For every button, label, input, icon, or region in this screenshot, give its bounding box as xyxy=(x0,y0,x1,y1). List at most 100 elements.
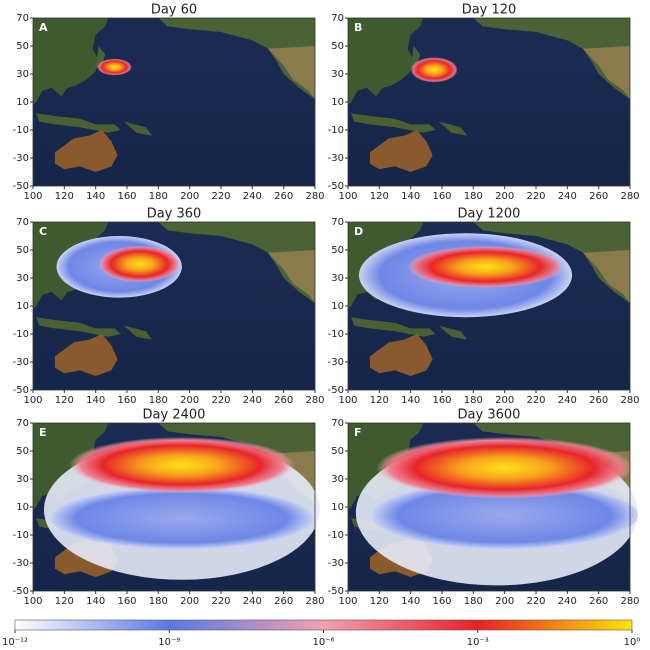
y-tick-label: -10 xyxy=(328,125,344,136)
y-tick-label: 10 xyxy=(331,301,344,312)
x-tick-label: 120 xyxy=(370,191,389,202)
x-tick-label: 220 xyxy=(211,395,230,406)
x-tick-label: 240 xyxy=(558,596,577,607)
x-tick-label: 280 xyxy=(620,191,639,202)
x-tick-label: 120 xyxy=(55,596,74,607)
x-tick-label: 160 xyxy=(117,596,136,607)
panel-title: Day 360 xyxy=(147,207,202,222)
x-tick-label: 200 xyxy=(495,395,514,406)
y-tick-label: -50 xyxy=(328,385,344,396)
x-tick-label: 200 xyxy=(180,395,199,406)
x-tick-label: 280 xyxy=(620,596,639,607)
x-tick-label: 160 xyxy=(432,395,451,406)
map-panel: Day 360 C 100 120 140 160 180 200 220 240 260 280 -5… xyxy=(13,207,325,407)
x-tick-label: 220 xyxy=(526,395,545,406)
x-tick-label: 120 xyxy=(370,596,389,607)
y-tick-label: 50 xyxy=(16,41,29,52)
x-tick-label: 260 xyxy=(589,395,608,406)
y-tick-label: -50 xyxy=(13,181,29,192)
x-tick-label: 160 xyxy=(117,191,136,202)
x-tick-label: 120 xyxy=(55,191,74,202)
y-tick-label: 70 xyxy=(331,418,344,429)
plume-core xyxy=(69,437,295,493)
colorbar-tick-label: 10⁰ xyxy=(624,637,641,648)
y-tick-label: 30 xyxy=(331,474,344,485)
y-tick-label: 10 xyxy=(16,97,29,108)
x-tick-label: 140 xyxy=(401,191,420,202)
panel-letter: B xyxy=(354,21,362,34)
x-tick-label: 220 xyxy=(526,191,545,202)
y-tick-label: 30 xyxy=(16,69,29,80)
x-tick-label: 160 xyxy=(117,395,136,406)
plume-core xyxy=(98,245,181,283)
y-tick-label: -30 xyxy=(13,357,29,368)
y-tick-label: -50 xyxy=(328,181,344,192)
x-tick-label: 240 xyxy=(243,596,262,607)
y-tick-label: 70 xyxy=(16,418,29,429)
x-tick-label: 100 xyxy=(338,596,357,607)
x-tick-label: 280 xyxy=(620,395,639,406)
y-tick-label: 70 xyxy=(16,13,29,24)
x-tick-label: 260 xyxy=(274,395,293,406)
x-tick-label: 180 xyxy=(464,191,483,202)
x-tick-label: 280 xyxy=(305,395,324,406)
x-tick-label: 240 xyxy=(243,395,262,406)
x-tick-label: 200 xyxy=(180,596,199,607)
panel-title: Day 2400 xyxy=(143,408,206,423)
y-tick-label: 10 xyxy=(331,502,344,513)
y-tick-label: 50 xyxy=(331,446,344,457)
y-tick-label: -30 xyxy=(13,153,29,164)
x-tick-label: 180 xyxy=(464,395,483,406)
colorbar-tick-label: 10⁻⁶ xyxy=(312,637,334,648)
panel-title: Day 60 xyxy=(151,3,197,18)
panel-letter: F xyxy=(354,426,362,439)
x-tick-label: 120 xyxy=(55,395,74,406)
y-tick-label: -10 xyxy=(13,530,29,541)
map-content xyxy=(33,222,315,376)
x-tick-label: 240 xyxy=(558,191,577,202)
x-tick-label: 220 xyxy=(211,596,230,607)
y-tick-label: -10 xyxy=(328,329,344,340)
x-tick-label: 260 xyxy=(589,596,608,607)
panel-title: Day 120 xyxy=(462,3,517,18)
y-tick-label: 30 xyxy=(331,273,344,284)
map-panel: Day 2400 E 100 120 140 160 180 200 220 240 260 280 -… xyxy=(13,408,325,608)
y-tick-label: -30 xyxy=(13,558,29,569)
panel-title: Day 1200 xyxy=(458,207,521,222)
x-tick-label: 160 xyxy=(432,191,451,202)
plume-core xyxy=(376,437,634,499)
x-tick-label: 280 xyxy=(305,191,324,202)
y-tick-label: -50 xyxy=(13,586,29,597)
y-tick-label: -10 xyxy=(328,530,344,541)
x-tick-label: 140 xyxy=(86,596,105,607)
map-content xyxy=(33,18,315,172)
map-panel: Day 3600 F 100 120 140 160 180 200 220 240 260 280 -… xyxy=(328,408,640,608)
panel-letter: A xyxy=(39,21,48,34)
map-content xyxy=(33,423,320,580)
x-tick-label: 260 xyxy=(274,596,293,607)
x-tick-label: 100 xyxy=(23,596,42,607)
x-tick-label: 140 xyxy=(401,596,420,607)
x-tick-label: 100 xyxy=(338,395,357,406)
x-tick-label: 180 xyxy=(149,191,168,202)
panel-title: Day 3600 xyxy=(458,408,521,423)
x-tick-label: 100 xyxy=(23,395,42,406)
x-tick-label: 220 xyxy=(211,191,230,202)
x-tick-label: 120 xyxy=(370,395,389,406)
x-tick-label: 180 xyxy=(464,596,483,607)
x-tick-label: 200 xyxy=(495,596,514,607)
map-content xyxy=(348,222,630,376)
x-tick-label: 100 xyxy=(338,191,357,202)
y-tick-label: -50 xyxy=(328,586,344,597)
plume-core xyxy=(407,245,565,288)
x-tick-label: 240 xyxy=(558,395,577,406)
x-tick-label: 280 xyxy=(305,596,324,607)
y-tick-label: 50 xyxy=(16,446,29,457)
colorbar xyxy=(14,619,633,631)
plume-core xyxy=(97,58,132,76)
x-tick-label: 140 xyxy=(401,395,420,406)
colorbar-tick-label: 10⁻¹² xyxy=(2,637,28,648)
plume-core xyxy=(410,57,458,83)
y-tick-label: 30 xyxy=(16,474,29,485)
plume-halo xyxy=(371,481,638,549)
